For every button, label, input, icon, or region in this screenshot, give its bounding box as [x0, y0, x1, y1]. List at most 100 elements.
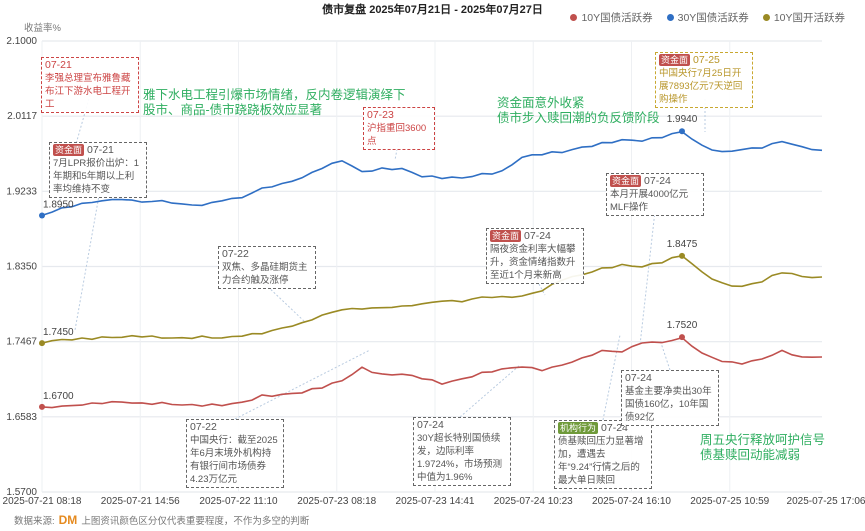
annotation-date: 07-21 [45, 59, 72, 71]
market-note-2: 资金面意外收紧 债市步入赎回潮的负反馈阶段 [497, 96, 660, 126]
annotation-box[interactable]: 07-22 双焦、多晶硅期货主力合约触及涨停 [218, 246, 316, 289]
series-peak-point [679, 128, 685, 135]
y-tick-label: 2.0117 [7, 111, 37, 122]
annotation-date: 07-24 [524, 230, 551, 242]
x-tick-label: 2025-07-21 08:18 [3, 496, 82, 507]
x-tick-label: 2025-07-24 16:10 [592, 496, 671, 507]
annotation-box[interactable]: 07-24 基金主要净卖出30年国债160亿，10年国债92亿 [621, 370, 719, 426]
note-line: 雅下水电工程引爆市场情绪，反内卷逻辑演绎下 [143, 88, 406, 102]
series-line-1 [41, 130, 823, 217]
annotation-box[interactable]: 资金面 07-25 中国央行7月25日开展7893亿元7天逆回购操作 [655, 52, 753, 108]
y-tick-label: 1.7467 [6, 337, 37, 348]
annotation-tag: 资金面 [610, 175, 642, 187]
peak-value-label: 1.7520 [667, 320, 698, 331]
annotation-date: 07-22 [190, 421, 217, 433]
annotation-leader-line [459, 364, 521, 418]
annotation-tag: 资金面 [53, 144, 85, 156]
legend-dot-icon [762, 14, 770, 21]
annotation-text: 7月LPR报价出炉：1年期和5年期以上利率均维持不变 [53, 158, 140, 195]
annotation-leader-line [639, 210, 656, 346]
annotation-tag: 机构行为 [558, 422, 599, 434]
annotation-leader-line [602, 334, 621, 421]
annotation-text: 中国央行7月25日开展7893亿元7天逆回购操作 [659, 68, 743, 105]
annotation-date: 07-24 [644, 175, 671, 187]
annotation-text: 基金主要净卖出30年国债160亿，10年国债92亿 [625, 386, 712, 423]
annotation-box[interactable]: 07-22 中国央行：截至2025年6月末境外机构持有银行间市场债券4.23万亿元 [186, 419, 284, 488]
legend-dot-icon [666, 14, 674, 21]
note-line: 债基赎回动能减弱 [700, 448, 801, 462]
market-note-1: 雅下水电工程引爆市场情绪，反内卷逻辑演绎下 股市、商品-债市跷跷板效应显著 [143, 88, 406, 118]
note-line: 资金面意外收紧 [497, 96, 585, 110]
annotation-text: 中国央行：截至2025年6月末境外机构持有银行间市场债券4.23万亿元 [190, 435, 278, 485]
annotation-text: 隔夜资金利率大幅攀升，资金情绪指数升至近1个月来新高 [490, 244, 576, 281]
annotation-text: 30Y超长特别国债续发，边际利率1.9724%，市场预测中值为1.96% [417, 433, 503, 483]
peak-value-label: 1.8475 [667, 239, 698, 250]
source-label: 数据来源: [14, 516, 55, 527]
x-tick-label: 2025-07-22 11:10 [199, 496, 278, 507]
annotation-box[interactable]: 机构行为 07-24 债基赎回压力显著增加，遭遇去年“9.24”行情之后的最大单日赎… [554, 420, 652, 489]
annotation-date: 07-22 [222, 248, 249, 260]
annotation-text: 李强总理宣布雅鲁藏布江下游水电工程开工 [45, 73, 131, 110]
market-note-3: 周五央行释放呵护信号 债基赎回动能减弱 [700, 433, 825, 463]
annotation-box[interactable]: 资金面 07-24 隔夜资金利率大幅攀升，资金情绪指数升至近1个月来新高 [486, 228, 584, 284]
annotation-leader-line [74, 189, 101, 331]
annotation-tag: 资金面 [659, 54, 691, 66]
series-start-point [39, 340, 45, 347]
annotation-date: 07-24 [417, 419, 444, 431]
legend-item-30y-gov[interactable]: 30Y国债活跃券 [666, 10, 749, 25]
note-line: 债市步入赎回潮的负反馈阶段 [497, 111, 660, 125]
note-line: 周五央行释放呵护信号 [700, 433, 826, 447]
y-tick-label: 1.8350 [6, 262, 37, 273]
annotation-text: 债基赎回压力显著增加，遭遇去年“9.24”行情之后的最大单日赎回 [558, 436, 644, 486]
peak-value-label: 1.9940 [667, 114, 698, 125]
annotation-leader-line [534, 276, 546, 296]
series-start-point [39, 403, 45, 410]
annotation-date: 07-24 [625, 372, 652, 384]
annotation-text: 本月开展4000亿元MLF操作 [610, 189, 689, 213]
x-tick-label: 2025-07-25 17:06 [787, 496, 865, 507]
legend-label: 10Y国债活跃券 [581, 12, 653, 24]
y-axis-label: 收益率% [24, 23, 61, 34]
note-line: 股市、商品-债市跷跷板效应显著 [143, 103, 323, 117]
start-value-label: 1.7450 [43, 327, 74, 338]
legend-label: 30Y国债活跃券 [677, 12, 749, 24]
annotation-box[interactable]: 资金面 07-24 本月开展4000亿元MLF操作 [606, 173, 704, 216]
dm-logo: DM [58, 513, 78, 527]
legend-item-10y-gov[interactable]: 10Y国债活跃券 [570, 10, 653, 25]
y-tick-label: 1.5700 [6, 487, 37, 498]
annotation-box[interactable]: 07-24 30Y超长特别国债续发，边际利率1.9724%，市场预测中值为1.96… [413, 417, 511, 486]
annotation-leader-line [234, 349, 371, 420]
series-line-2 [41, 255, 823, 344]
series-line-0 [41, 336, 823, 409]
x-tick-label: 2025-07-23 08:18 [297, 496, 376, 507]
legend: 10Y国债活跃券 30Y国债活跃券 10Y国开活跃券 [570, 10, 845, 25]
series-start-point [39, 212, 45, 219]
y-tick-label: 1.6583 [6, 412, 37, 423]
y-tick-label: 1.9233 [6, 186, 37, 197]
annotation-date: 07-21 [87, 144, 114, 156]
source-note: 上图资讯颜色区分仅代表重要程度，不作为多空的判断 [81, 516, 310, 527]
x-tick-label: 2025-07-24 10:23 [494, 496, 573, 507]
y-tick-label: 2.1000 [6, 36, 37, 47]
x-tick-label: 2025-07-25 10:59 [690, 496, 769, 507]
annotation-box[interactable]: 资金面 07-21 7月LPR报价出炉：1年期和5年期以上利率均维持不变 [49, 142, 147, 198]
legend-dot-icon [570, 14, 578, 21]
annotation-date: 07-25 [693, 54, 720, 66]
data-source: 数据来源: DM 上图资讯颜色区分仅代表重要程度，不作为多空的判断 [14, 513, 309, 527]
annotation-leader-line [659, 339, 671, 371]
x-tick-label: 2025-07-23 14:41 [396, 496, 475, 507]
x-tick-label: 2025-07-21 14:56 [101, 496, 180, 507]
start-value-label: 1.8950 [43, 199, 74, 210]
series-peak-point [679, 334, 685, 341]
annotation-tag: 资金面 [490, 230, 522, 242]
legend-item-10y-cdb[interactable]: 10Y国开活跃券 [762, 10, 845, 25]
legend-label: 10Y国开活跃券 [773, 12, 845, 24]
annotation-date: 07-23 [367, 109, 394, 121]
annotation-text: 双焦、多晶硅期货主力合约触及涨停 [222, 262, 308, 286]
start-value-label: 1.6700 [43, 391, 74, 402]
annotation-box[interactable]: 07-23 沪指重回3600点 [363, 107, 435, 150]
series-peak-point [679, 252, 685, 259]
chart-title: 债市复盘 2025年07月21日 - 2025年07月27日 [322, 4, 543, 16]
annotation-box[interactable]: 07-21 李强总理宣布雅鲁藏布江下游水电工程开工 [41, 57, 139, 113]
